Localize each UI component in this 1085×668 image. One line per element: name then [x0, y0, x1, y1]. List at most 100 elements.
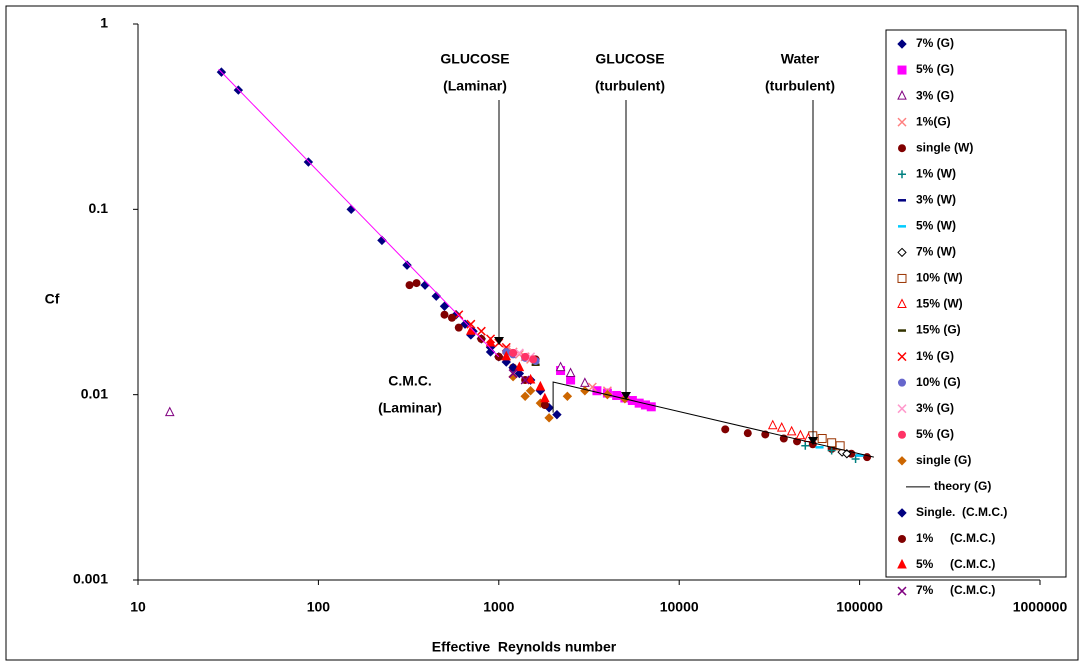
- point: [592, 386, 602, 396]
- point: [520, 391, 530, 401]
- legend-swatch: [897, 404, 907, 414]
- y-tick-label: 0.1: [89, 200, 109, 216]
- legend-label: 5% (G): [916, 427, 954, 441]
- point: [164, 406, 175, 417]
- legend-label: Single. (C.M.C.): [916, 505, 1007, 519]
- x-tick-label: 100000: [836, 599, 883, 615]
- legend-label: 5% (G): [916, 62, 954, 76]
- line: [552, 381, 874, 458]
- legend-label: 3% (W): [916, 192, 956, 206]
- legend-label: 10% (G): [916, 375, 961, 389]
- annotation: (turbulent): [765, 78, 835, 94]
- point: [795, 429, 806, 440]
- point: [501, 350, 512, 361]
- point: [508, 362, 518, 373]
- legend-label: 3% (G): [916, 401, 954, 415]
- legend-swatch: [898, 144, 906, 153]
- point: [508, 369, 518, 379]
- point: [562, 391, 573, 401]
- legend: 7% (G) 5% (G) 3% (G) 1%(G) single (W) 1% (W) 3…: [885, 29, 1067, 597]
- legend-swatch: [897, 508, 907, 518]
- point: [767, 419, 778, 430]
- legend-swatch: [898, 534, 906, 543]
- point: [743, 429, 752, 438]
- legend-label: single (W): [916, 140, 973, 154]
- legend-swatch: [897, 39, 907, 49]
- point: [827, 446, 836, 455]
- legend-swatch: [897, 298, 907, 308]
- point: [402, 260, 412, 270]
- legend-label: 3% (G): [916, 88, 954, 102]
- annotation: (Laminar): [443, 78, 507, 94]
- legend-box: [885, 29, 1067, 578]
- arrow-head: [494, 337, 504, 345]
- point: [552, 409, 562, 420]
- point: [405, 281, 414, 290]
- point: [786, 425, 797, 436]
- point: [540, 400, 549, 409]
- line: [218, 68, 500, 358]
- point: [514, 361, 525, 372]
- arrow-head: [621, 392, 631, 400]
- legend-swatch: [898, 378, 906, 387]
- plot-area: [164, 67, 874, 463]
- legend-label: 15% (W): [916, 297, 963, 311]
- point: [412, 279, 421, 288]
- point: [555, 361, 566, 372]
- point: [827, 438, 837, 448]
- legend-label: 5% (C.M.C.): [916, 557, 995, 571]
- point: [447, 313, 456, 322]
- point: [454, 323, 463, 332]
- annotation: (Laminar): [378, 400, 442, 416]
- point: [439, 301, 450, 311]
- legend-swatch: [897, 352, 907, 362]
- point: [529, 355, 538, 364]
- legend-label: 5% (W): [916, 219, 956, 233]
- point: [466, 319, 476, 329]
- legend-swatch: [898, 170, 906, 179]
- x-tick-label: 10: [130, 599, 146, 615]
- legend-label: single (G): [916, 453, 971, 467]
- legend-label: 1% (G): [916, 349, 954, 363]
- legend-label: 10% (W): [916, 271, 963, 285]
- point: [566, 375, 576, 385]
- annotation: Water: [781, 51, 820, 67]
- point: [817, 434, 827, 444]
- x-tick-label: 10000: [660, 599, 699, 615]
- arrow-head: [808, 437, 818, 445]
- point: [721, 425, 730, 434]
- legend-label: 7% (W): [916, 245, 956, 259]
- legend-label: 7% (C.M.C.): [916, 583, 995, 597]
- annotation: C.M.C.: [388, 373, 432, 389]
- y-tick-label: 0.001: [73, 571, 108, 587]
- legend-swatch: [897, 89, 907, 100]
- point: [646, 402, 656, 412]
- point: [851, 454, 860, 463]
- annotation: GLUCOSE: [595, 51, 664, 67]
- legend-swatch: [897, 273, 907, 283]
- x-tick-label: 1000000: [1013, 599, 1068, 615]
- legend-swatch: [897, 586, 907, 596]
- legend-swatch: [897, 558, 907, 569]
- point: [801, 441, 810, 450]
- x-axis-title: Effective Reynolds number: [432, 639, 617, 655]
- legend-swatch: [897, 117, 907, 127]
- point: [612, 390, 622, 400]
- legend-label: 7% (G): [916, 36, 954, 50]
- point: [485, 336, 496, 347]
- point: [587, 382, 597, 392]
- point: [863, 453, 872, 462]
- legend-swatch: [897, 456, 907, 466]
- legend-swatch: [898, 430, 906, 439]
- legend-label: 1%(G): [916, 114, 951, 128]
- legend-swatch: [897, 65, 907, 75]
- point: [440, 310, 449, 319]
- legend-label: theory (G): [934, 479, 991, 493]
- y-tick-label: 0.01: [81, 385, 108, 401]
- point: [525, 373, 536, 384]
- x-tick-label: 100: [307, 599, 331, 615]
- point: [776, 421, 787, 432]
- point: [535, 380, 546, 391]
- point: [525, 386, 536, 396]
